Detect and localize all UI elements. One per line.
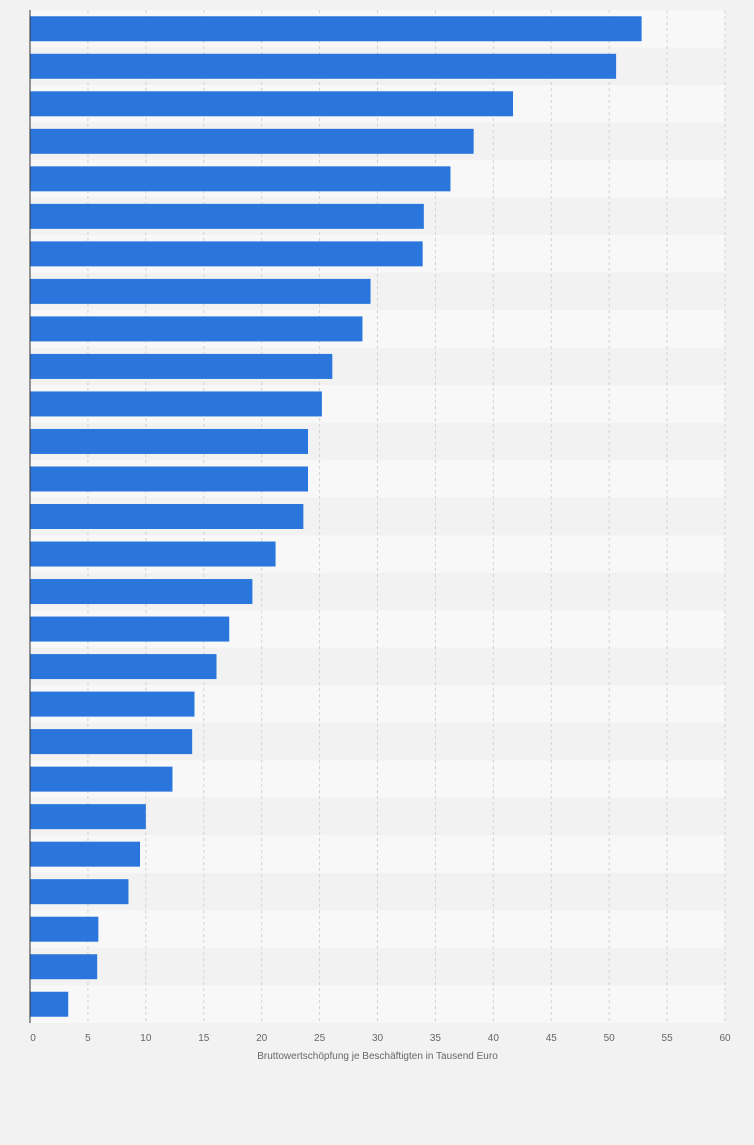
x-tick-label: 45 [546,1033,558,1044]
bar[interactable] [30,16,642,42]
bar[interactable] [30,691,195,717]
x-axis-ticks: 0 5 10 15 20 25 30 35 40 45 50 55 60 [30,1033,731,1044]
x-axis-label: Bruttowertschöpfung je Beschäftigten in … [257,1051,498,1062]
bar[interactable] [30,428,308,454]
bar[interactable] [30,766,173,792]
bar[interactable] [30,729,193,755]
bar[interactable] [30,916,99,942]
row-band [30,985,725,1023]
x-tick-label: 10 [140,1033,152,1044]
x-tick-label: 30 [372,1033,384,1044]
x-tick-label: 25 [314,1033,326,1044]
x-tick-label: 60 [719,1033,731,1044]
bar[interactable] [30,91,514,117]
bar[interactable] [30,504,304,529]
x-tick-label: 15 [198,1033,210,1044]
bar[interactable] [30,203,424,229]
bar[interactable] [30,128,474,154]
bars [30,16,642,1017]
bar[interactable] [30,541,276,567]
x-tick-label: 40 [488,1033,500,1044]
bar[interactable] [30,278,371,304]
bar[interactable] [30,954,98,980]
bar[interactable] [30,991,69,1017]
bar[interactable] [30,466,308,492]
bar[interactable] [30,241,423,267]
bar[interactable] [30,804,146,830]
x-tick-label: 50 [604,1033,616,1044]
bar[interactable] [30,841,141,867]
row-band [30,835,725,873]
bar[interactable] [30,166,451,192]
bar[interactable] [30,353,333,379]
bar[interactable] [30,391,322,417]
x-tick-label: 5 [85,1033,91,1044]
x-tick-label: 55 [662,1033,674,1044]
bar[interactable] [30,879,129,905]
bar[interactable] [30,316,363,342]
x-tick-label: 0 [30,1033,36,1044]
x-tick-label: 20 [256,1033,268,1044]
bar[interactable] [30,53,617,79]
bar[interactable] [30,616,230,642]
bar[interactable] [30,654,217,680]
x-tick-label: 35 [430,1033,442,1044]
bar[interactable] [30,579,253,605]
